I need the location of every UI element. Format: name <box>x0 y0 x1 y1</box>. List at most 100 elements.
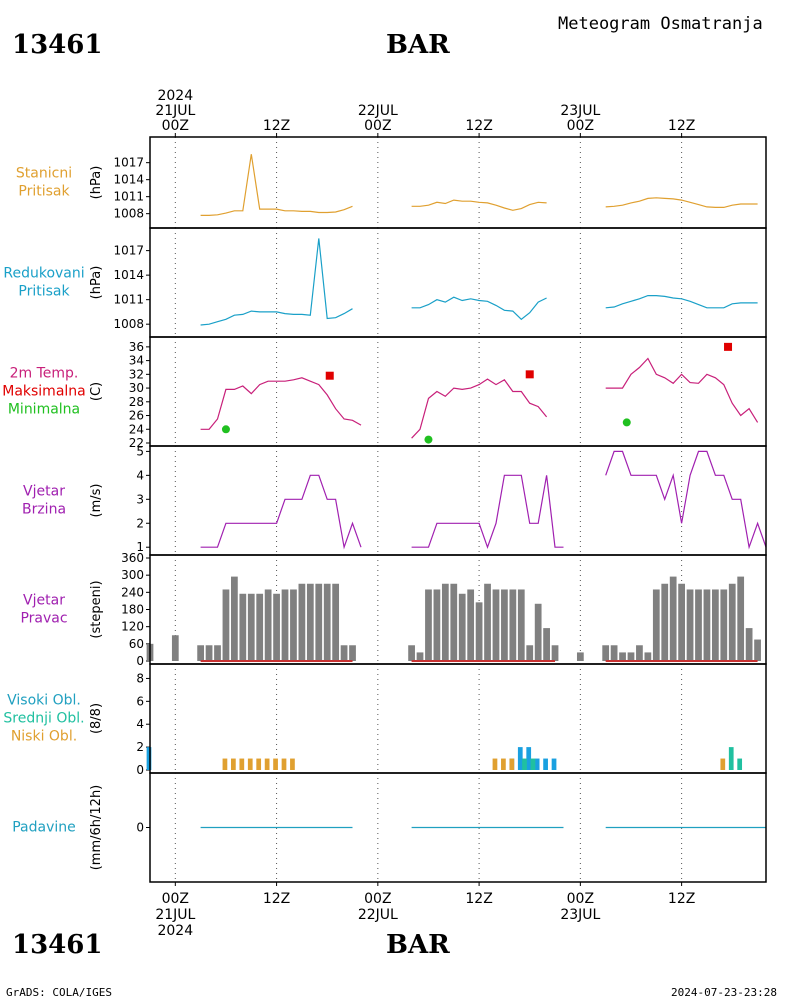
cloud-bar <box>273 758 278 770</box>
wind-dir-bar <box>467 589 475 661</box>
wind-dir-bar <box>509 589 517 661</box>
cloud-bar <box>543 758 548 770</box>
panel-label: Vjetar <box>23 593 65 609</box>
series-line <box>200 377 362 430</box>
min-temp-point <box>424 435 433 444</box>
wind-dir-bar <box>205 645 213 661</box>
max-temp-point <box>724 342 733 351</box>
y-tick-label: 6 <box>136 694 144 708</box>
cloud-bar <box>517 747 523 770</box>
time-label-top: 23JUL <box>560 103 600 119</box>
wind-dir-bar <box>323 583 331 661</box>
wind-dir-bar <box>737 576 745 661</box>
time-label-bottom: 21JUL <box>155 907 195 923</box>
y-tick-label: 0 <box>136 763 144 777</box>
time-label-bottom: 12Z <box>263 891 290 907</box>
panel-label: Maksimalna <box>2 384 86 400</box>
panel-label: Pritisak <box>18 284 70 300</box>
wind-dir-bar <box>171 635 179 661</box>
wind-dir-bar <box>627 652 635 661</box>
cloud-bar <box>222 758 228 770</box>
panel-label: Padavine <box>12 820 76 836</box>
y-tick-label: 5 <box>136 444 144 458</box>
y-tick-label: 1017 <box>113 156 144 170</box>
wind-dir-bar <box>678 583 685 661</box>
series-line <box>605 197 758 208</box>
wind-dir-bar <box>619 652 626 661</box>
time-label-top: 21JUL <box>155 103 195 119</box>
panel-frame <box>149 227 767 338</box>
wind-dir-bar <box>264 589 272 661</box>
series-line <box>411 296 547 321</box>
y-tick-label: 3 <box>136 492 144 506</box>
cloud-bar <box>728 747 734 770</box>
wind-dir-bar <box>652 589 660 661</box>
y-tick-label: 28 <box>129 395 144 409</box>
cloud-bar <box>146 747 152 770</box>
wind-dir-bar <box>273 593 280 661</box>
wind-dir-bar <box>247 593 255 661</box>
credit-text: GrADS: COLA/IGES <box>6 986 112 999</box>
wind-dir-bar <box>433 589 441 661</box>
page-title: Meteogram Osmatranja <box>558 14 763 34</box>
time-label-bottom: 12Z <box>465 891 492 907</box>
y-axis-label: (hPa) <box>89 266 104 300</box>
wind-dir-bar <box>290 589 297 661</box>
wind-dir-bar <box>720 589 728 661</box>
wind-dir-bar <box>517 589 525 661</box>
wind-dir-bar <box>534 603 542 661</box>
y-axis-label: (stepeni) <box>89 580 104 638</box>
wind-dir-bar <box>306 583 314 661</box>
wind-dir-bar <box>408 645 415 661</box>
wind-dir-bar <box>636 645 643 661</box>
time-label-bottom: 00Z <box>162 891 189 907</box>
y-tick-label: 1008 <box>113 317 144 331</box>
wind-dir-bar <box>695 589 702 661</box>
footer-station-id: 13461 <box>12 930 103 960</box>
wind-dir-bar <box>239 593 247 661</box>
panel-label: Pritisak <box>18 184 70 200</box>
wind-dir-bar <box>349 645 356 661</box>
cloud-bar <box>720 758 726 770</box>
wind-dir-bar <box>576 652 584 661</box>
panel-label: Niski Obl. <box>11 729 77 745</box>
y-tick-label: 2 <box>136 740 144 754</box>
y-tick-label: 360 <box>121 551 144 565</box>
series-line <box>200 474 362 550</box>
panel-label: Pravac <box>20 611 67 627</box>
wind-dir-bar <box>484 583 491 661</box>
wind-dir-bar <box>315 583 323 661</box>
wind-dir-bar <box>197 645 205 661</box>
time-label-bottom: 00Z <box>567 891 594 907</box>
cloud-bar <box>256 758 262 770</box>
wind-dir-bar <box>214 645 221 661</box>
y-tick-label: 36 <box>129 340 144 354</box>
wind-dir-bar <box>711 589 719 661</box>
wind-dir-bar <box>492 589 500 661</box>
time-label-bottom: 12Z <box>668 891 695 907</box>
y-tick-label: 0 <box>136 654 144 668</box>
time-label-bottom: 22JUL <box>358 907 398 923</box>
y-axis-label: (m/s) <box>89 484 104 518</box>
panel-label: Redukovani <box>3 266 84 282</box>
wind-dir-bar <box>703 589 711 661</box>
wind-dir-bar <box>441 583 449 661</box>
wind-dir-bar <box>332 583 340 661</box>
wind-dir-bar <box>745 628 753 661</box>
y-tick-label: 1014 <box>113 173 144 187</box>
cloud-bar <box>737 758 743 770</box>
y-tick-label: 180 <box>121 603 144 617</box>
cloud-bar <box>509 758 515 770</box>
time-label-top: 12Z <box>668 118 695 134</box>
panel-label: Brzina <box>22 502 66 518</box>
wind-dir-bar <box>475 602 483 661</box>
wind-dir-bar <box>450 583 458 661</box>
cloud-bar <box>290 758 295 770</box>
wind-dir-bar <box>686 589 694 661</box>
wind-dir-bar <box>416 652 424 661</box>
cloud-bar <box>231 758 236 770</box>
series-line <box>411 474 564 550</box>
y-tick-label: 1011 <box>113 293 144 307</box>
max-temp-point <box>525 370 534 379</box>
